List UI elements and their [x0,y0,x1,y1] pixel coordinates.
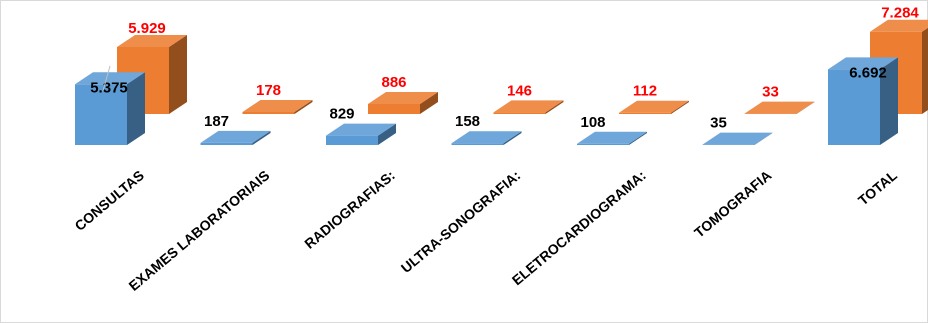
bar-series-1-2 [326,123,396,145]
bar-series-1-0 [75,72,145,145]
data-label-series-1-5: 35 [710,115,727,132]
category-label-6: TOTAL [855,167,900,209]
data-label-series-2-4: 112 [633,83,657,100]
category-label-0: CONSULTAS [71,167,146,234]
bar-series-2-1-top [242,99,313,112]
bar-series-2-3 [493,100,564,114]
bar-series-2-3-front [493,112,546,114]
bar-series-1-6 [828,57,898,145]
bar-series-2-4-front [619,112,671,114]
bar-series-2-4 [619,100,689,114]
bar-series-2-3-side [545,100,564,114]
data-label-series-1-3: 158 [455,113,480,130]
bar-series-1-0-side [127,72,145,145]
data-label-series-1-2: 829 [329,106,354,123]
bar-series-1-2-top [326,123,396,136]
bar-series-1-3-front [451,143,504,145]
category-label-5: TOMOGRAFIA [691,167,774,241]
data-label-series-2-3: 146 [507,82,532,99]
bar-series-1-1-side [252,130,271,145]
bar-series-2-1 [242,99,313,114]
bar-series-1-2-front [326,135,378,145]
bar-series-1-5-side [754,132,773,145]
data-label-series-2-6: 7.284 [881,5,919,22]
bar-series-1-0-front [75,84,127,145]
bar-series-1-2-side [378,123,396,145]
bar-series-1-5-top [702,132,773,145]
data-label-leader-consultas [102,65,111,92]
data-label-series-2-0: 5.929 [128,20,166,37]
bar-series-2-1-front [242,111,295,114]
bar-series-1-4 [577,131,647,145]
bar-series-2-2-side [420,91,438,114]
bar-series-2-5-top [744,101,815,114]
bar-series-2-1-side [294,99,313,114]
bar-series-1-5 [702,132,773,145]
category-label-1: EXAMES LABORATORIAIS [125,167,272,294]
category-label-4: ELETROCARDIOGRAMA: [509,167,649,288]
bar-series-2-4-top [619,100,689,113]
bar-series-2-0-side [169,35,187,114]
bar-series-1-3-side [503,131,522,145]
bar-series-1-0-top [75,72,145,85]
data-label-series-2-5: 33 [762,84,779,101]
data-label-series-1-0: 5.375 [90,79,128,96]
bar-series-2-5 [744,101,815,114]
bar-series-1-6-front [828,69,880,145]
bar-series-1-6-top [828,57,898,70]
data-label-series-2-1: 178 [256,82,281,99]
bar-series-1-1 [200,130,271,145]
bar-series-1-4-front [577,143,629,145]
bar-series-1-4-top [577,131,647,144]
data-label-series-2-2: 886 [381,74,406,91]
data-label-series-1-4: 108 [580,114,605,131]
data-label-series-1-6: 6.692 [849,64,887,81]
bar-series-2-6-side [922,27,928,114]
bar-series-2-2-front [368,103,420,114]
category-label-2: RADIOGRAFIAS: [301,167,398,252]
category-label-3: ULTRA-SONOGRAFIA: [398,167,524,276]
bar-series-2-4-side [671,100,689,114]
bar-series-2-2 [368,91,438,114]
bar-series-1-1-top [200,130,271,143]
data-label-series-1-1: 187 [204,113,229,130]
bar-series-2-2-top [368,91,438,104]
bar-series-2-5-side [796,101,815,114]
bar-series-2-6-top [870,19,928,32]
bar-series-1-4-side [629,131,647,145]
bar-series-1-3 [451,131,522,145]
bar-series-2-3-top [493,100,564,113]
bar-series-1-1-front [200,142,253,145]
bar-series-2-0-top [117,35,187,48]
bar-series-1-3-top [451,131,522,144]
bar-series-1-6-side [880,57,898,145]
